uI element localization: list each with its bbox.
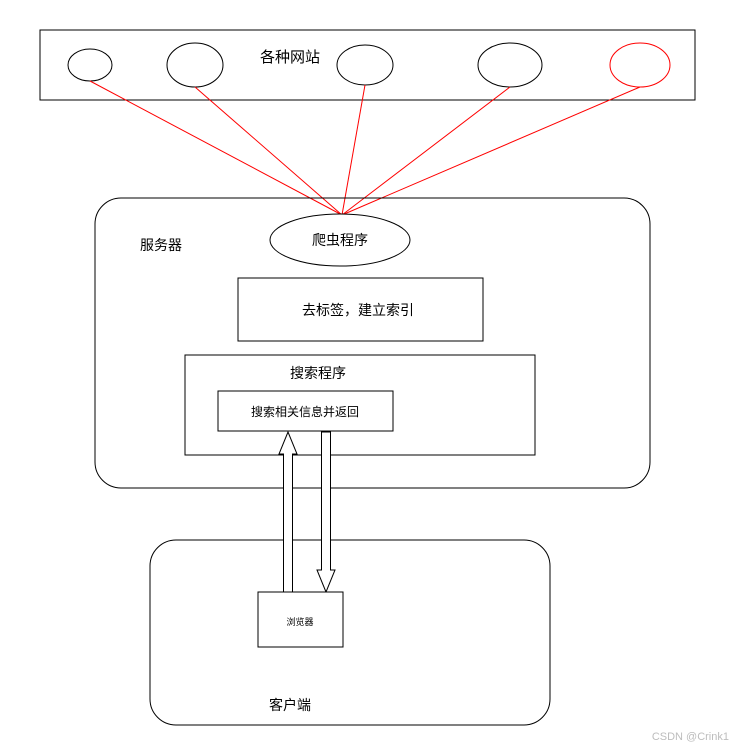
- crawler-label: 爬虫程序: [312, 232, 368, 248]
- server-label: 服务器: [140, 237, 182, 253]
- edge-website-to-crawler-4: [342, 87, 640, 215]
- edge-website-to-crawler-2: [342, 85, 365, 215]
- arrow-up: [279, 432, 297, 592]
- edge-website-to-crawler-1: [195, 87, 342, 215]
- index-label: 去标签，建立索引: [302, 302, 414, 318]
- client-label: 客户端: [269, 697, 311, 713]
- edge-website-to-crawler-0: [90, 81, 342, 215]
- diagram-canvas: 各种网站服务器 爬虫程序去标签，建立索引搜索程序搜索相关信息并返回客户端 浏览器: [0, 0, 737, 747]
- client-box: [150, 540, 550, 725]
- search-program-label: 搜索程序: [290, 365, 346, 381]
- websites-box: [40, 30, 695, 100]
- websites-label: 各种网站: [260, 49, 320, 66]
- browser-label: 浏览器: [286, 616, 313, 627]
- arrow-down: [317, 432, 335, 592]
- watermark-text: CSDN @Crink1: [652, 731, 729, 743]
- edge-website-to-crawler-3: [342, 87, 510, 215]
- search-info-label: 搜索相关信息并返回: [251, 404, 359, 419]
